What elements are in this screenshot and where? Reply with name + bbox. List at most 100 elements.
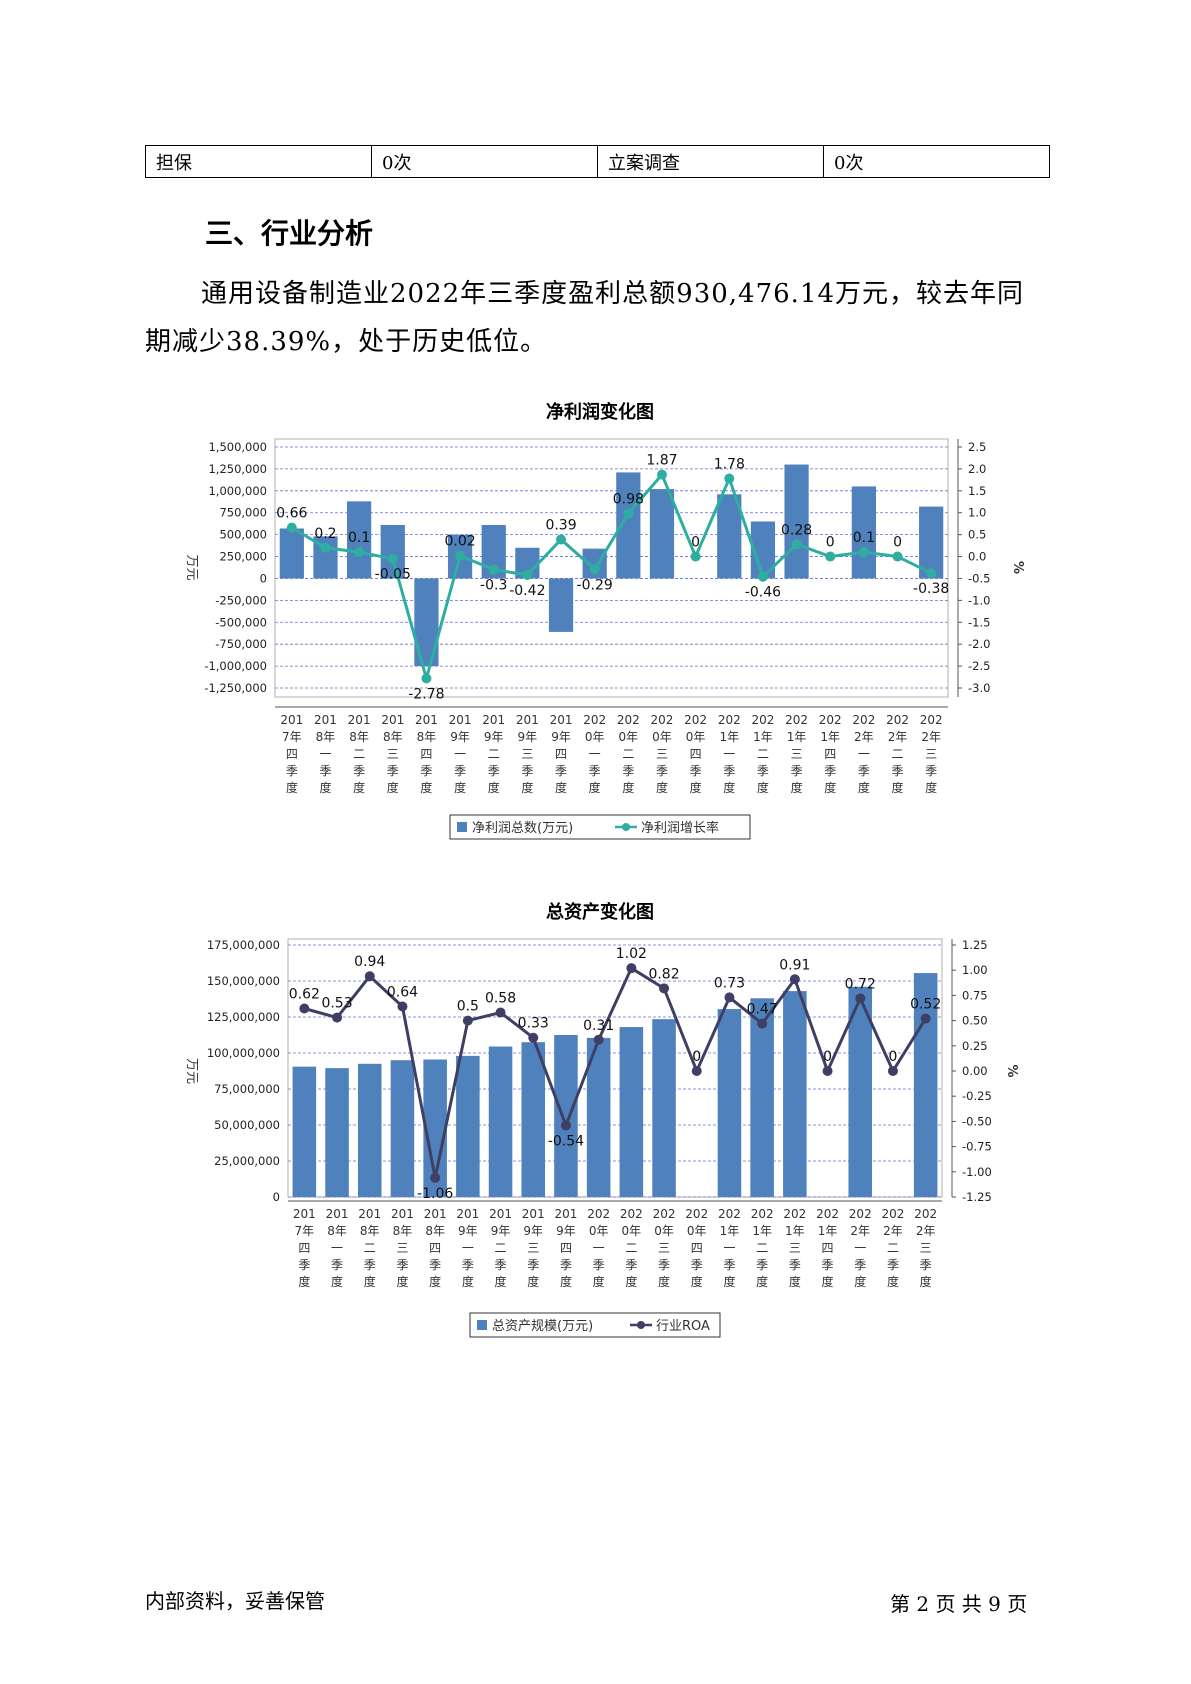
line-point: [892, 551, 903, 562]
y2-tick-label: 1.5: [968, 484, 986, 498]
x-tick-label: 一: [858, 747, 870, 761]
data-label: 0: [888, 1049, 897, 1065]
x-tick-label: 度: [298, 1274, 310, 1289]
x-tick-label: 9年: [458, 1224, 478, 1238]
y2-tick-label: -1.00: [962, 1165, 992, 1179]
x-tick-label: 度: [622, 780, 634, 795]
x-tick-label: 度: [756, 1274, 768, 1289]
x-tick-label: 季: [560, 1258, 572, 1272]
line-point: [488, 564, 499, 575]
x-tick-label: 202: [751, 1207, 774, 1221]
x-tick-label: 季: [920, 1258, 932, 1272]
x-tick-label: 9年: [491, 1224, 511, 1238]
line-point: [656, 469, 667, 480]
x-tick-label: 度: [286, 780, 298, 795]
line-point: [757, 1018, 768, 1029]
y-axis-title: 万元: [184, 1058, 199, 1084]
x-tick-label: 季: [319, 764, 331, 778]
x-tick-label: 季: [791, 764, 803, 778]
x-tick-label: 一: [593, 1241, 605, 1255]
y-tick-label: 750,000: [219, 506, 267, 520]
x-tick-label: 2年: [916, 1224, 936, 1238]
x-tick-label: 四: [822, 1241, 834, 1255]
x-tick-label: 季: [925, 764, 937, 778]
data-label: -0.38: [913, 581, 949, 597]
y-tick-label: 125,000,000: [207, 1010, 280, 1024]
x-tick-label: 二: [622, 747, 634, 761]
x-tick-label: 度: [723, 1274, 735, 1289]
x-tick-label: 三: [791, 747, 803, 761]
data-label: -0.29: [577, 577, 613, 593]
line-point: [691, 1066, 702, 1076]
x-tick-label: 201: [415, 713, 438, 727]
section-title: 三、行业分析: [205, 217, 374, 250]
x-tick-label: 二: [625, 1241, 637, 1255]
x-tick-label: 二: [495, 1241, 507, 1255]
x-tick-label: 1年: [720, 1224, 740, 1238]
y2-tick-label: 0.5: [968, 528, 986, 542]
x-tick-label: 季: [527, 1258, 539, 1272]
x-tick-label: 度: [488, 780, 500, 795]
legend-label: 总资产规模(万元): [492, 1319, 593, 1334]
x-tick-label: 度: [462, 1274, 474, 1289]
total-assets-chart: 175,000,000 150,000,000 125,000,000 100,000…: [184, 938, 1019, 1338]
x-tick-label: 0年: [622, 1224, 642, 1238]
x-tick-label: 季: [892, 764, 904, 778]
x-tick-label: 季: [429, 1258, 441, 1272]
x-tick-label: 四: [420, 747, 432, 761]
y2-tick-label: 0.25: [962, 1039, 988, 1053]
y-tick-label: 500,000: [219, 528, 267, 542]
x-tick-label: 202: [785, 713, 808, 727]
data-label: 0.39: [545, 517, 576, 533]
x-tick-label: 1年: [820, 730, 840, 744]
x-tick-label: 202: [620, 1207, 643, 1221]
line-point: [354, 547, 365, 558]
legend-label: 行业ROA: [656, 1319, 710, 1334]
x-tick-label: 一: [589, 747, 601, 761]
x-tick-label: 季: [625, 1258, 637, 1272]
x-tick-label: 201: [348, 713, 371, 727]
bar: [390, 1060, 415, 1197]
y2-tick-label: -1.5: [968, 615, 990, 629]
line-point: [920, 1013, 931, 1024]
line-point: [724, 473, 735, 484]
bar: [586, 1037, 611, 1197]
x-tick-label: 0年: [585, 730, 605, 744]
line-point: [757, 571, 768, 582]
data-label: 0.31: [583, 1018, 614, 1034]
y-tick-label: 0: [260, 571, 267, 585]
y2-tick-label: -0.50: [962, 1114, 992, 1128]
x-tick-label: 季: [495, 1258, 507, 1272]
x-tick-label: 1年: [753, 730, 773, 744]
x-tick-label: 度: [625, 1274, 637, 1289]
bar: [750, 998, 774, 1197]
x-tick-label: 三: [658, 1241, 670, 1255]
footer-confidential-note: 内部资料，妥善保管: [145, 1589, 325, 1613]
line-point: [858, 547, 869, 558]
x-tick-label: 一: [723, 1241, 735, 1255]
x-tick-label: 一: [319, 747, 331, 761]
x-tick-label: 季: [824, 764, 836, 778]
x-tick-label: 9年: [450, 730, 470, 744]
data-label: 0: [691, 535, 700, 551]
x-tick-label: 9年: [518, 730, 538, 744]
x-tick-label: 季: [387, 764, 399, 778]
x-tick-label: 季: [593, 1258, 605, 1272]
x-tick-label: 季: [589, 764, 601, 778]
data-label: 0.1: [348, 530, 370, 546]
y2-tick-label: 1.0: [968, 506, 986, 520]
x-tick-label: 季: [353, 764, 365, 778]
x-tick-label: 0年: [619, 730, 639, 744]
bar: [423, 1059, 447, 1197]
line-point: [522, 569, 533, 580]
x-tick-label: 9年: [556, 1224, 576, 1238]
y-tick-label: 1,250,000: [208, 462, 267, 476]
x-tick-label: 度: [353, 780, 365, 795]
data-label: -0.54: [548, 1133, 584, 1149]
chart-title-total-assets: 总资产变化图: [546, 902, 654, 923]
x-tick-label: 三: [527, 1241, 539, 1255]
x-tick-label: 度: [593, 1274, 605, 1289]
x-tick-label: 季: [462, 1258, 474, 1272]
x-tick-label: 1年: [719, 730, 739, 744]
x-tick-label: 季: [757, 764, 769, 778]
